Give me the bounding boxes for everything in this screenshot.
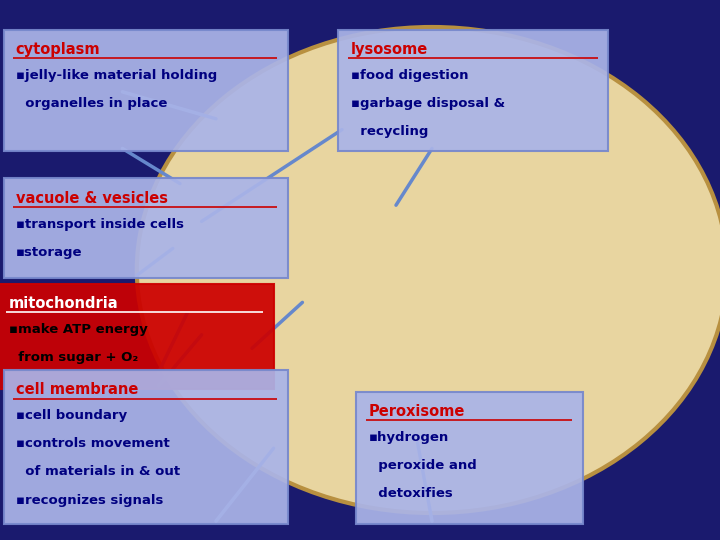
Text: Peroxisome: Peroxisome bbox=[369, 404, 465, 419]
Text: ▪transport inside cells: ▪transport inside cells bbox=[16, 218, 184, 231]
Text: detoxifies: detoxifies bbox=[369, 487, 452, 500]
Text: mitochondria: mitochondria bbox=[9, 296, 118, 311]
Text: from sugar + O₂: from sugar + O₂ bbox=[9, 351, 138, 364]
Text: recycling: recycling bbox=[351, 125, 428, 138]
Text: peroxide and: peroxide and bbox=[369, 459, 477, 472]
FancyBboxPatch shape bbox=[338, 30, 608, 151]
Text: ▪recognizes signals: ▪recognizes signals bbox=[16, 494, 163, 507]
Text: cytoplasm: cytoplasm bbox=[16, 42, 101, 57]
Text: ▪cell boundary: ▪cell boundary bbox=[16, 409, 127, 422]
FancyBboxPatch shape bbox=[0, 0, 720, 24]
Text: ▪storage: ▪storage bbox=[16, 246, 82, 259]
FancyBboxPatch shape bbox=[4, 370, 288, 524]
FancyBboxPatch shape bbox=[4, 30, 288, 151]
Text: ▪jelly-like material holding: ▪jelly-like material holding bbox=[16, 69, 217, 82]
Ellipse shape bbox=[137, 27, 720, 513]
Text: ▪garbage disposal &: ▪garbage disposal & bbox=[351, 97, 505, 110]
FancyBboxPatch shape bbox=[4, 178, 288, 278]
Text: organelles in place: organelles in place bbox=[16, 97, 167, 110]
FancyBboxPatch shape bbox=[356, 392, 583, 524]
FancyBboxPatch shape bbox=[0, 284, 274, 389]
Text: vacuole & vesicles: vacuole & vesicles bbox=[16, 191, 168, 206]
Text: lysosome: lysosome bbox=[351, 42, 428, 57]
Text: ▪controls movement: ▪controls movement bbox=[16, 437, 170, 450]
Text: of materials in & out: of materials in & out bbox=[16, 465, 180, 478]
Text: ▪make ATP energy: ▪make ATP energy bbox=[9, 323, 148, 336]
Text: ▪hydrogen: ▪hydrogen bbox=[369, 431, 449, 444]
Text: ▪food digestion: ▪food digestion bbox=[351, 69, 468, 82]
Text: cell membrane: cell membrane bbox=[16, 382, 138, 397]
